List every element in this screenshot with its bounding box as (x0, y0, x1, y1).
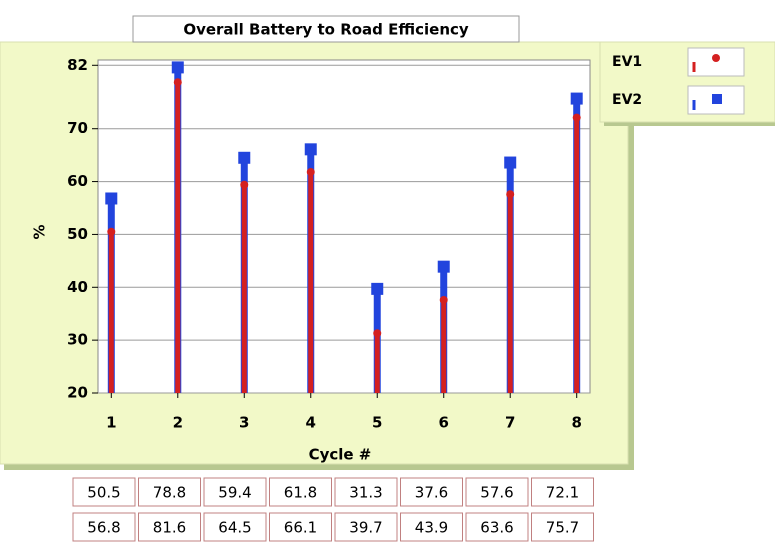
marker (304, 143, 317, 156)
table-cell (72, 512, 136, 542)
marker (439, 295, 448, 304)
table-value: 39.7 (349, 519, 382, 537)
table-cell (72, 477, 136, 507)
table-value: 66.1 (284, 519, 317, 537)
table-cell (203, 512, 267, 542)
y-tick-label: 70 (67, 119, 88, 137)
table-cell (334, 477, 398, 507)
legend-label: EV2 (612, 92, 642, 108)
marker (570, 92, 583, 105)
y-tick-label: 40 (67, 278, 88, 296)
marker (105, 192, 118, 205)
table-cell (400, 477, 463, 507)
x-tick-label: 6 (439, 414, 449, 432)
table-cell (465, 477, 529, 507)
x-tick-label: 3 (239, 414, 249, 432)
marker (371, 282, 384, 295)
table-cell (465, 512, 529, 542)
marker (238, 151, 251, 164)
plot-area (97, 59, 591, 394)
marker (306, 168, 315, 177)
table-value: 57.6 (480, 484, 513, 502)
marker (173, 78, 182, 87)
table-value: 78.8 (153, 484, 186, 502)
table-cell (203, 477, 267, 507)
table-value: 43.9 (415, 519, 448, 537)
marker (171, 61, 184, 74)
marker (373, 329, 382, 338)
table-cell (334, 512, 398, 542)
table-cell (531, 512, 594, 542)
marker (504, 156, 517, 169)
legend-swatch (712, 94, 722, 104)
x-tick-label: 7 (505, 414, 515, 432)
y-tick-label: 50 (67, 225, 88, 243)
x-tick-label: 5 (372, 414, 382, 432)
title-box (132, 15, 520, 43)
y-tick-label: 30 (67, 331, 88, 349)
x-axis-label: Cycle # (309, 446, 372, 464)
table-value: 63.6 (480, 519, 513, 537)
table-value: 72.1 (546, 484, 579, 502)
table-cell (269, 512, 332, 542)
table-value: 61.8 (284, 484, 317, 502)
table-value: 81.6 (153, 519, 186, 537)
legend-swatch-box (687, 47, 745, 77)
table-value: 75.7 (546, 519, 579, 537)
marker (107, 227, 116, 236)
table-cell (400, 512, 463, 542)
y-tick-label: 20 (67, 384, 88, 402)
table-value: 59.4 (218, 484, 251, 502)
y-tick-label: 60 (67, 172, 88, 190)
table-cell (138, 512, 201, 542)
table-value: 50.5 (87, 484, 120, 502)
table-value: 56.8 (87, 519, 120, 537)
marker (506, 190, 515, 199)
table-cell (138, 477, 201, 507)
legend-label: EV1 (612, 54, 642, 70)
marker (572, 113, 581, 122)
y-axis-label: % (31, 224, 49, 239)
y-tick-label: 82 (67, 56, 88, 74)
x-tick-label: 1 (106, 414, 116, 432)
chart-title: Overall Battery to Road Efficiency (183, 21, 469, 39)
x-tick-label: 2 (173, 414, 183, 432)
x-tick-label: 8 (571, 414, 581, 432)
marker (437, 260, 450, 273)
table-value: 31.3 (349, 484, 382, 502)
table-cell (531, 477, 594, 507)
table-value: 37.6 (415, 484, 448, 502)
legend-swatch (712, 54, 720, 62)
marker (240, 180, 249, 189)
table-value: 64.5 (218, 519, 251, 537)
x-tick-label: 4 (306, 414, 316, 432)
table-cell (269, 477, 332, 507)
